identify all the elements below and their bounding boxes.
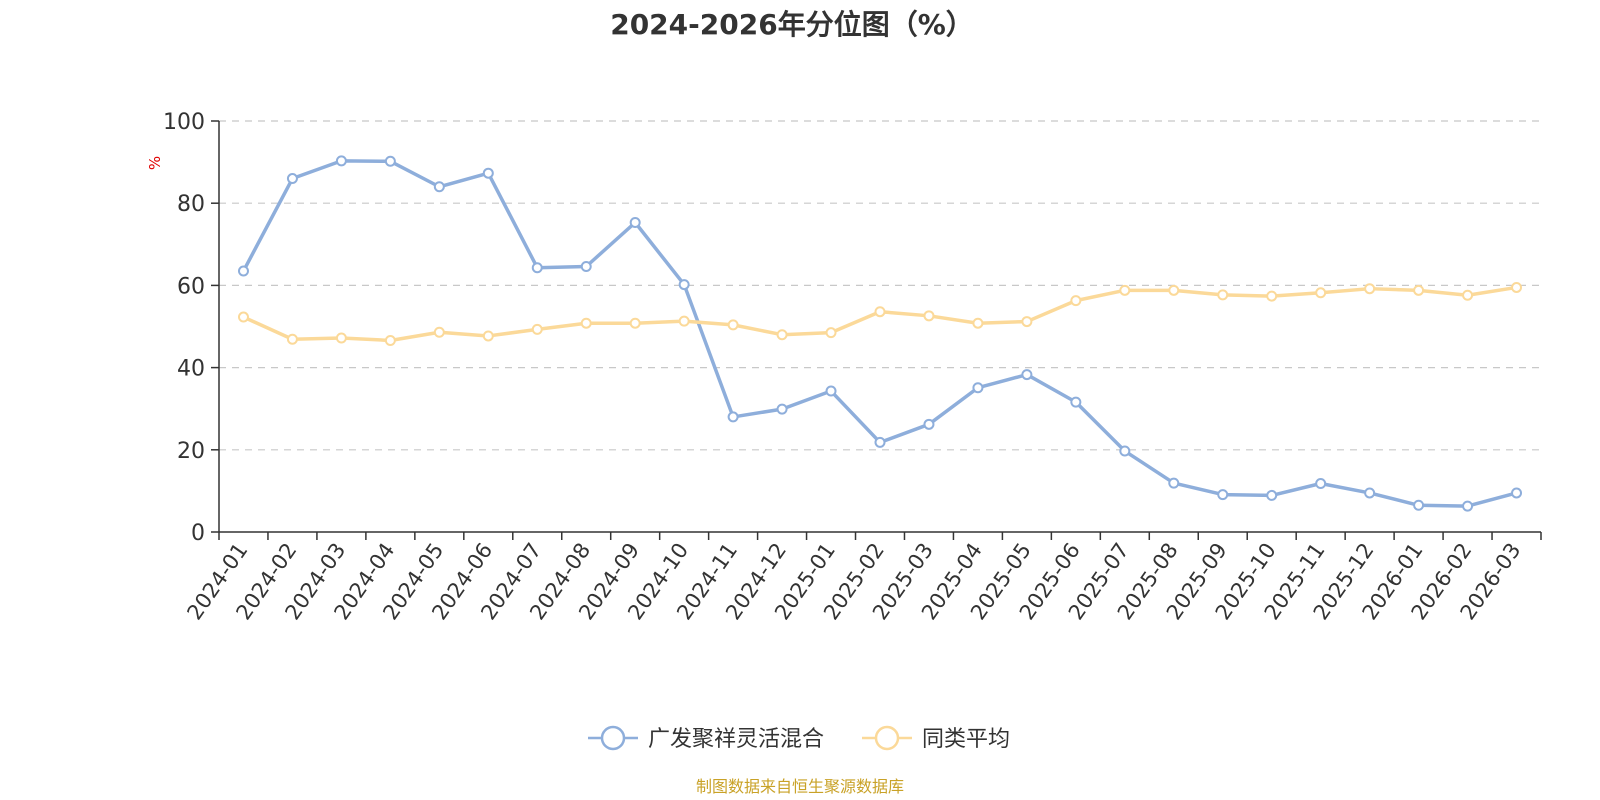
data-point[interactable] xyxy=(923,310,935,322)
plot-area xyxy=(237,155,1523,512)
data-point[interactable] xyxy=(727,411,739,423)
data-point[interactable] xyxy=(1021,369,1033,381)
data-point[interactable] xyxy=(433,181,445,193)
data-point[interactable] xyxy=(1217,489,1229,501)
data-point[interactable] xyxy=(776,403,788,415)
data-point[interactable] xyxy=(335,155,347,167)
data-point[interactable] xyxy=(1462,289,1474,301)
data-point[interactable] xyxy=(1070,396,1082,408)
data-point[interactable] xyxy=(1168,284,1180,296)
axes: 0204060801002024-012024-022024-032024-04… xyxy=(163,110,1542,624)
legend-item-1[interactable]: 广发聚祥灵活混合 xyxy=(588,725,824,752)
data-point[interactable] xyxy=(1119,445,1131,457)
data-point[interactable] xyxy=(874,436,886,448)
data-point[interactable] xyxy=(874,306,886,318)
legend[interactable]: 广发聚祥灵活混合 同类平均 xyxy=(588,725,1010,752)
data-point[interactable] xyxy=(923,418,935,430)
data-point[interactable] xyxy=(1070,295,1082,307)
data-point[interactable] xyxy=(1021,316,1033,328)
data-point[interactable] xyxy=(629,217,641,229)
data-point[interactable] xyxy=(1315,287,1327,299)
data-point[interactable] xyxy=(286,173,298,185)
legend-label: 同类平均 xyxy=(922,727,1010,752)
data-point[interactable] xyxy=(727,319,739,331)
data-point[interactable] xyxy=(1413,284,1425,296)
legend-label: 广发聚祥灵活混合 xyxy=(648,727,824,752)
data-point[interactable] xyxy=(1462,500,1474,512)
data-point[interactable] xyxy=(629,317,641,329)
data-point[interactable] xyxy=(678,315,690,327)
data-point[interactable] xyxy=(237,265,249,277)
data-point[interactable] xyxy=(1266,290,1278,302)
data-point[interactable] xyxy=(1217,289,1229,301)
data-point[interactable] xyxy=(531,323,543,335)
data-point[interactable] xyxy=(1364,487,1376,499)
data-source-footer: 制图数据来自恒生聚源数据库 xyxy=(696,777,904,796)
y-tick-label: 20 xyxy=(177,439,205,464)
data-point[interactable] xyxy=(580,317,592,329)
data-point[interactable] xyxy=(825,327,837,339)
data-point[interactable] xyxy=(237,311,249,323)
y-tick-label: 100 xyxy=(163,110,205,135)
data-point[interactable] xyxy=(1413,499,1425,511)
data-point[interactable] xyxy=(1511,281,1523,293)
data-point[interactable] xyxy=(972,382,984,394)
grid-lines xyxy=(219,120,1541,451)
data-point[interactable] xyxy=(1315,478,1327,490)
data-point[interactable] xyxy=(1266,489,1278,501)
data-point[interactable] xyxy=(1364,283,1376,295)
data-point[interactable] xyxy=(335,332,347,344)
data-point[interactable] xyxy=(776,329,788,341)
data-point[interactable] xyxy=(972,317,984,329)
data-point[interactable] xyxy=(384,334,396,346)
legend-item-2[interactable]: 同类平均 xyxy=(862,725,1010,752)
data-point[interactable] xyxy=(433,326,445,338)
data-point[interactable] xyxy=(825,385,837,397)
data-point[interactable] xyxy=(482,330,494,342)
data-point[interactable] xyxy=(384,155,396,167)
data-point[interactable] xyxy=(678,279,690,291)
y-axis-unit-label: % xyxy=(146,156,164,170)
legend-marker xyxy=(874,725,900,751)
data-point[interactable] xyxy=(286,333,298,345)
y-tick-label: 40 xyxy=(177,357,205,382)
series-2 xyxy=(237,281,1523,346)
y-tick-label: 80 xyxy=(177,192,205,217)
data-point[interactable] xyxy=(1168,477,1180,489)
data-point[interactable] xyxy=(531,262,543,274)
y-tick-label: 60 xyxy=(177,274,205,299)
series-1 xyxy=(237,155,1523,512)
legend-marker xyxy=(600,725,626,751)
chart-title: 2024-2026年分位图（%） xyxy=(610,8,974,41)
y-tick-label: 0 xyxy=(191,521,205,546)
data-point[interactable] xyxy=(1511,487,1523,499)
data-point[interactable] xyxy=(482,167,494,179)
data-point[interactable] xyxy=(1119,284,1131,296)
data-point[interactable] xyxy=(580,260,592,272)
